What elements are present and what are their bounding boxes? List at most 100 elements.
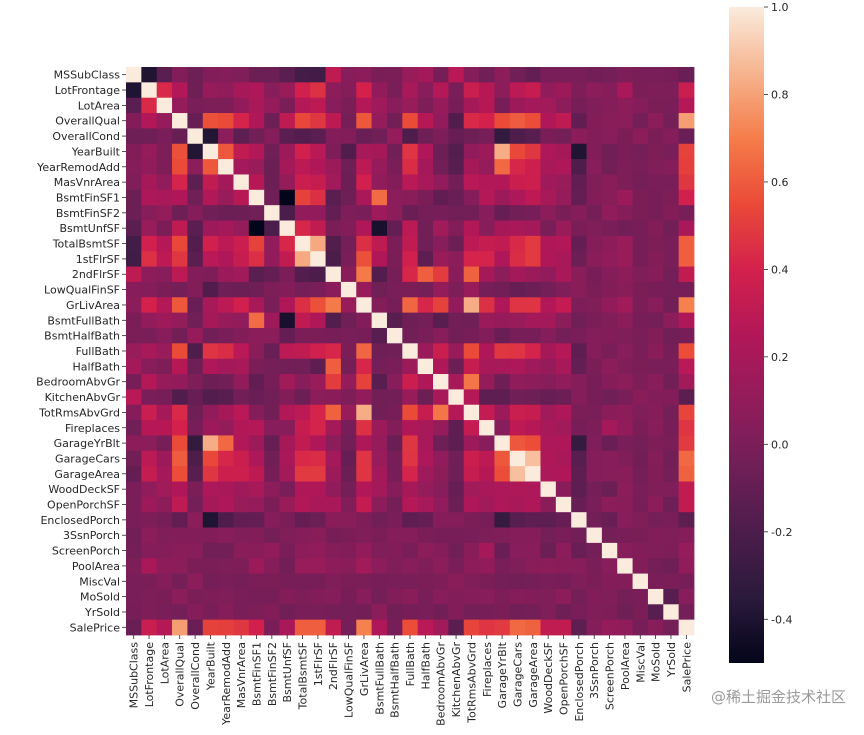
heatmap-cell: [555, 604, 572, 621]
heatmap-cell: [586, 113, 603, 129]
heatmap-cell: [248, 420, 265, 436]
heatmap-cell: [494, 128, 511, 145]
heatmap-cell: [126, 389, 142, 406]
heatmap-cell: [264, 588, 280, 605]
heatmap-cell: [264, 312, 280, 329]
heatmap-cell: [386, 619, 403, 636]
heatmap-cell: [463, 159, 480, 175]
heatmap-cell: [448, 159, 465, 175]
heatmap-cell: [663, 205, 680, 221]
heatmap-cell: [678, 281, 695, 298]
heatmap-cell: [172, 343, 188, 360]
heatmap-cell: [325, 512, 342, 528]
heatmap-cell: [156, 435, 173, 452]
heatmap-cell: [509, 404, 526, 421]
heatmap-cell: [172, 128, 188, 145]
heatmap-cell: [540, 358, 557, 375]
heatmap-cell: [141, 281, 158, 298]
heatmap-cell: [141, 374, 158, 390]
heatmap-cell: [310, 466, 326, 482]
heatmap-cell: [141, 496, 158, 513]
heatmap-cell: [356, 496, 373, 513]
heatmap-cell: [156, 374, 173, 390]
heatmap-cell: [601, 205, 618, 221]
heatmap-cell: [294, 128, 311, 145]
heatmap-cell: [141, 251, 158, 267]
heatmap-cell: [417, 159, 434, 175]
heatmap-cell: [218, 404, 234, 421]
heatmap-cell: [463, 542, 480, 559]
heatmap-cell: [386, 266, 403, 283]
colorbar-tick-label: 0.2: [771, 351, 789, 364]
heatmap-cell: [248, 542, 265, 559]
heatmap-cell: [540, 312, 557, 329]
heatmap-cell: [310, 619, 326, 636]
heatmap-cell: [617, 496, 633, 513]
heatmap-cell: [279, 97, 296, 114]
y-tick-label: HalfBath: [72, 360, 120, 373]
heatmap-cell: [386, 128, 403, 145]
heatmap-cell: [386, 159, 403, 175]
heatmap-cell: [340, 220, 357, 237]
heatmap-cell: [617, 374, 633, 390]
heatmap-cell: [356, 82, 373, 99]
heatmap-cell: [479, 220, 495, 237]
heatmap-cell: [402, 205, 419, 221]
heatmap-cell: [233, 573, 250, 590]
x-tick-label: ScreenPorch: [604, 642, 617, 710]
heatmap-cell: [509, 435, 526, 452]
heatmap-cell: [463, 327, 480, 344]
heatmap-cell: [647, 358, 664, 375]
heatmap-cell: [233, 450, 250, 467]
heatmap-cell: [617, 220, 633, 237]
heatmap-cell: [386, 573, 403, 590]
heatmap-cell: [540, 420, 557, 436]
heatmap-cell: [218, 266, 234, 283]
heatmap-cell: [402, 297, 419, 314]
heatmap-cell: [663, 527, 680, 544]
heatmap-cell: [279, 404, 296, 421]
heatmap-cell: [494, 435, 511, 452]
heatmap-cell: [371, 496, 388, 513]
heatmap-cell: [663, 82, 680, 99]
heatmap-cell: [202, 558, 219, 574]
heatmap-cell: [494, 67, 511, 83]
heatmap-cell: [218, 67, 234, 83]
heatmap-cell: [647, 312, 664, 329]
heatmap-cell: [463, 496, 480, 513]
heatmap-cell: [678, 558, 695, 574]
heatmap-cell: [494, 235, 511, 252]
heatmap-cell: [141, 343, 158, 360]
heatmap-cell: [448, 128, 465, 145]
heatmap-cell: [218, 604, 234, 621]
heatmap-cell: [448, 404, 465, 421]
heatmap-cell: [632, 573, 649, 590]
heatmap-cell: [156, 143, 173, 160]
heatmap-cell: [233, 358, 250, 375]
heatmap-cell: [494, 281, 511, 298]
heatmap-cell: [172, 327, 188, 344]
heatmap-cell: [172, 619, 188, 636]
y-tick-label: LotFrontage: [55, 84, 121, 97]
heatmap-cell: [233, 97, 250, 114]
heatmap-cell: [325, 205, 342, 221]
heatmap-cell: [187, 312, 204, 329]
heatmap-cell: [202, 466, 219, 482]
heatmap-cell: [433, 143, 449, 160]
heatmap-cell: [371, 113, 388, 129]
colorbar-tick-label: 1.0: [771, 1, 789, 14]
x-tick-label: MiscVal: [634, 642, 647, 683]
heatmap-cell: [417, 512, 434, 528]
heatmap-cell: [402, 251, 419, 267]
heatmap-cell: [525, 450, 541, 467]
heatmap-cell: [586, 389, 603, 406]
heatmap-cell: [678, 358, 695, 375]
heatmap-cell: [525, 573, 541, 590]
heatmap-cell: [555, 67, 572, 83]
heatmap-cell: [540, 573, 557, 590]
heatmap-cell: [663, 420, 680, 436]
heatmap-cell: [187, 327, 204, 344]
heatmap-cell: [310, 404, 326, 421]
heatmap-cell: [371, 327, 388, 344]
heatmap-cell: [156, 588, 173, 605]
